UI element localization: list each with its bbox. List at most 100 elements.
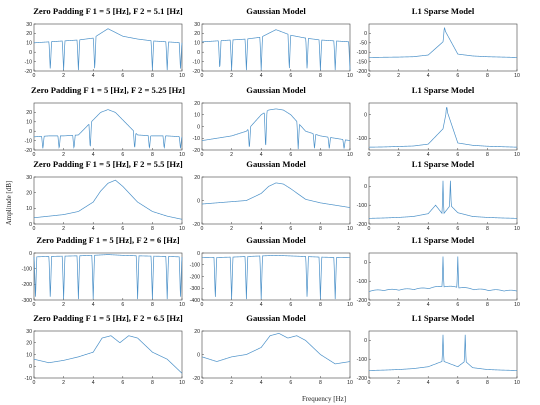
series-line <box>201 29 351 71</box>
subplot-title: L1 Sparse Model <box>412 235 475 245</box>
x-tick-label: 10 <box>514 73 520 79</box>
x-tick-label: 10 <box>179 302 185 308</box>
subplot-title: L1 Sparse Model <box>412 159 475 169</box>
subplot-title: Zero Padding F 1 = 5 [Hz], F 2 = 5.1 [Hz… <box>33 6 183 16</box>
x-tick-label: 0 <box>201 302 204 308</box>
y-tick-label: -20 <box>193 69 201 75</box>
subplot-title: Gaussian Model <box>246 159 306 169</box>
y-tick-label: -150 <box>357 59 367 65</box>
x-tick-label: 6 <box>456 73 459 79</box>
axes-box <box>368 102 518 151</box>
axes-box <box>368 23 518 72</box>
subplot-4: Zero Padding F 1 = 5 [Hz], F 2 = 5.25 [H… <box>25 85 186 158</box>
x-tick-label: 8 <box>151 73 154 79</box>
series-line <box>368 334 518 371</box>
subplot-9: L1 Sparse Model 0 2 4 6 8 10 0 -100 -200 <box>357 159 520 232</box>
x-tick-label: 8 <box>486 152 489 158</box>
y-tick-label: -20 <box>193 376 201 382</box>
x-tick-label: 2 <box>62 380 65 386</box>
y-tick-label: 20 <box>194 31 200 37</box>
x-tick-label: 0 <box>201 152 204 158</box>
x-tick-label: 4 <box>427 226 430 232</box>
x-tick-label: 6 <box>289 380 292 386</box>
x-tick-label: 4 <box>427 380 430 386</box>
y-tick-label: -20 <box>193 148 201 154</box>
subplot-title: L1 Sparse Model <box>412 313 475 323</box>
subplot-15: L1 Sparse Model 0 2 4 6 8 10 0 -100 -200 <box>357 313 520 386</box>
y-tick-label: -100 <box>357 203 367 209</box>
y-tick-label: -400 <box>190 298 200 304</box>
x-tick-label: 4 <box>260 73 263 79</box>
y-tick-label: 20 <box>26 341 32 347</box>
y-tick-label: -10 <box>25 59 33 65</box>
series-line <box>369 26 517 58</box>
y-tick-label: 0 <box>197 352 200 358</box>
subplot-title: Zero Padding F 1 = 5 [Hz], F 2 = 5.25 [H… <box>31 85 185 95</box>
subplot-13: Zero Padding F 1 = 5 [Hz], F 2 = 6.5 [Hz… <box>25 313 185 386</box>
y-tick-label: -200 <box>357 222 367 228</box>
axes-box <box>33 252 183 301</box>
y-axis-label: Amplitude [dB] <box>5 181 13 226</box>
y-tick-label: 10 <box>26 41 32 47</box>
y-tick-label: -100 <box>357 136 367 142</box>
x-tick-label: 10 <box>347 380 353 386</box>
y-tick-label: 0 <box>364 113 367 119</box>
x-tick-label: 0 <box>368 73 371 79</box>
y-tick-label: -200 <box>357 298 367 304</box>
y-tick-label: 0 <box>364 184 367 190</box>
series-line <box>201 108 351 150</box>
y-tick-label: -100 <box>357 279 367 285</box>
series-line <box>368 180 518 219</box>
x-tick-label: 2 <box>62 226 65 232</box>
x-tick-label: 8 <box>319 226 322 232</box>
x-tick-label: 8 <box>319 73 322 79</box>
subplot-grid: Zero Padding F 1 = 5 [Hz], F 2 = 5.1 [Hz… <box>22 6 520 386</box>
y-tick-label: 0 <box>364 338 367 344</box>
y-tick-label: 0 <box>197 50 200 56</box>
series-line <box>33 335 183 374</box>
x-tick-label: 8 <box>486 302 489 308</box>
x-tick-label: 8 <box>319 152 322 158</box>
subplot-6: L1 Sparse Model 0 2 4 6 8 10 0 -100 <box>357 85 520 158</box>
x-tick-label: 2 <box>397 380 400 386</box>
x-tick-label: 8 <box>151 302 154 308</box>
subplot-10: Zero Padding F 1 = 5 [Hz], F 2 = 6 [Hz] 0… <box>22 235 185 308</box>
x-tick-label: 6 <box>289 302 292 308</box>
x-tick-label: 2 <box>62 73 65 79</box>
x-tick-label: 0 <box>33 380 36 386</box>
x-tick-label: 10 <box>347 152 353 158</box>
axes-box <box>201 102 351 151</box>
x-tick-label: 8 <box>486 380 489 386</box>
x-tick-label: 4 <box>92 302 95 308</box>
y-tick-label: 20 <box>194 175 200 181</box>
x-tick-label: 2 <box>230 302 233 308</box>
x-tick-label: 0 <box>33 73 36 79</box>
subplot-7: Zero Padding F 1 = 5 [Hz], F 2 = 5.5 [Hz… <box>26 159 185 232</box>
y-tick-label: -100 <box>22 266 32 272</box>
x-tick-label: 10 <box>347 73 353 79</box>
y-tick-label: -10 <box>25 376 33 382</box>
x-tick-label: 2 <box>397 226 400 232</box>
x-tick-label: 2 <box>397 302 400 308</box>
subplot-1: Zero Padding F 1 = 5 [Hz], F 2 = 5.1 [Hz… <box>25 6 185 79</box>
x-tick-label: 8 <box>319 380 322 386</box>
y-tick-label: 20 <box>194 101 200 107</box>
x-tick-label: 4 <box>92 73 95 79</box>
x-tick-label: 6 <box>456 152 459 158</box>
y-tick-label: 0 <box>29 364 32 370</box>
series-line <box>33 254 183 300</box>
x-tick-label: 8 <box>151 380 154 386</box>
y-tick-label: -300 <box>22 298 32 304</box>
y-tick-label: -100 <box>357 357 367 363</box>
x-tick-label: 0 <box>33 152 36 158</box>
x-tick-label: 6 <box>456 226 459 232</box>
x-tick-label: 10 <box>514 226 520 232</box>
y-tick-label: 0 <box>29 50 32 56</box>
x-tick-label: 10 <box>179 226 185 232</box>
y-tick-label: 10 <box>26 206 32 212</box>
x-tick-label: 6 <box>121 302 124 308</box>
y-tick-label: -100 <box>190 263 200 269</box>
subplot-title: Gaussian Model <box>246 6 306 16</box>
